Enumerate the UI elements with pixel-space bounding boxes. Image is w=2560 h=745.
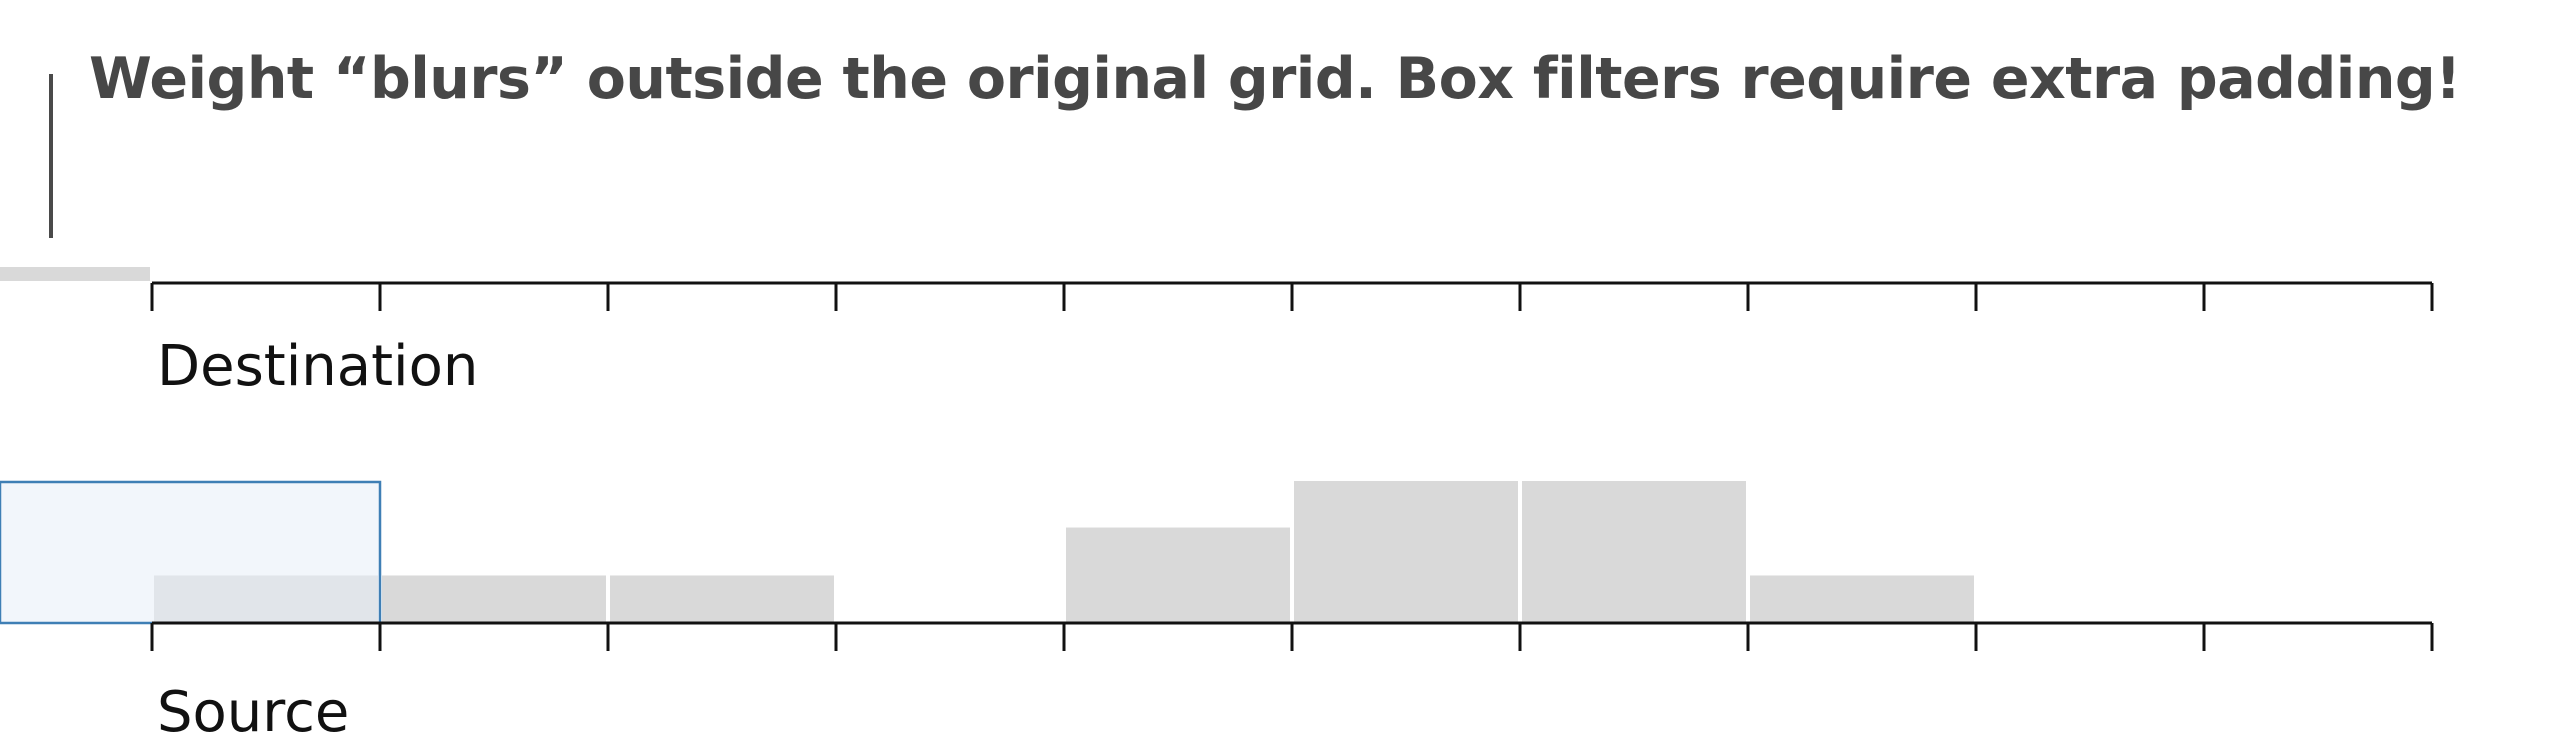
source-weight-bar [1522,481,1746,622]
diagram-title: Weight “blurs” outside the original grid… [89,46,2461,112]
source-weight-bar [610,575,834,622]
source-weight-bar [1750,575,1974,622]
destination-bars [0,267,150,281]
source-bars [154,481,1974,622]
source-weight-bar [1066,527,1290,622]
source-weight-bar [1294,481,1518,622]
source-axis [150,621,2434,651]
destination-label: Destination [157,334,479,399]
caption-bar [49,74,53,238]
destination-weight-bar [0,267,150,281]
box-filter-rect [0,480,382,625]
destination-axis [150,281,2434,311]
source-weight-bar [382,575,606,622]
source-label: Source [157,680,350,745]
filter-box-layer [0,480,382,625]
